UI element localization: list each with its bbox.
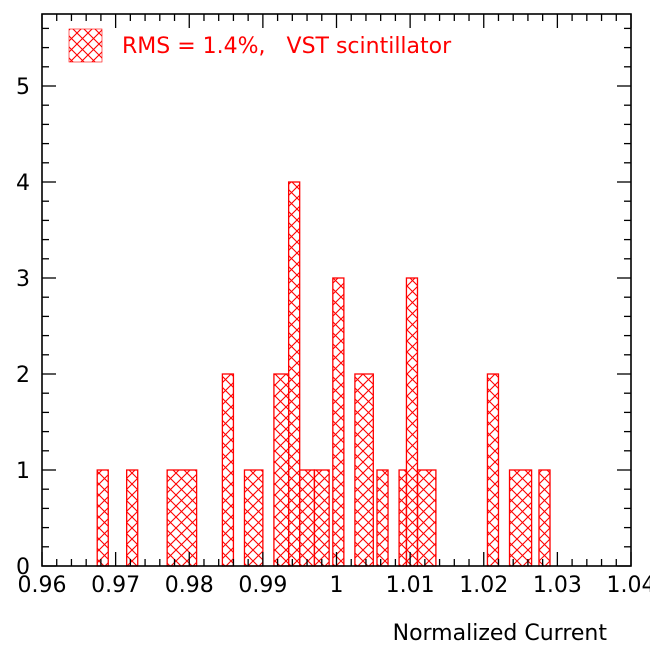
histogram-bar <box>96 469 109 567</box>
histogram-bar <box>126 469 139 567</box>
x-tick-label: 1 <box>330 573 344 598</box>
histogram-bar <box>332 277 345 567</box>
legend: RMS = 1.4%, VST scintillator <box>68 28 452 63</box>
x-axis-label: Normalized Current <box>393 621 608 646</box>
x-tick-label: 1.02 <box>459 573 508 598</box>
x-tick-label: 1.01 <box>386 573 435 598</box>
histogram-bar <box>398 469 408 567</box>
histogram-bar <box>299 469 316 567</box>
histogram-bar <box>287 181 301 567</box>
histogram-bar <box>313 469 330 567</box>
x-tick-label: 0.99 <box>238 573 287 598</box>
x-tick-label: 1.04 <box>607 573 650 598</box>
x-tick-label: 1.03 <box>533 573 582 598</box>
y-tick-label: 0 <box>16 555 30 580</box>
legend-swatch <box>68 28 103 63</box>
histogram-bar <box>166 469 198 567</box>
y-tick-label: 4 <box>16 171 30 196</box>
y-tick-label: 1 <box>16 459 30 484</box>
y-tick-label: 3 <box>16 267 30 292</box>
histogram-bar <box>486 373 500 567</box>
histogram-bar <box>221 373 235 567</box>
x-tick-label: 0.96 <box>18 573 67 598</box>
histogram-bar <box>538 469 551 567</box>
histogram-bar <box>405 277 419 567</box>
x-tick-label: 0.97 <box>91 573 140 598</box>
histogram-bar <box>376 469 389 567</box>
axis-ticks <box>41 14 632 567</box>
histogram-bar <box>354 373 374 567</box>
histogram-bar <box>273 373 290 567</box>
y-tick-label: 5 <box>16 75 30 100</box>
legend-label: RMS = 1.4%, VST scintillator <box>122 34 452 59</box>
histogram-bar <box>416 469 437 567</box>
y-tick-labels: 0 1 2 3 4 5 <box>16 75 30 580</box>
y-tick-label: 2 <box>16 363 30 388</box>
histogram-bar <box>243 469 264 567</box>
x-tick-labels: 0.96 0.97 0.98 0.99 1 1.01 1.02 1.03 1.04 <box>18 573 650 598</box>
histogram-bars <box>96 181 551 567</box>
x-tick-label: 0.98 <box>165 573 214 598</box>
histogram-bar <box>508 469 533 567</box>
